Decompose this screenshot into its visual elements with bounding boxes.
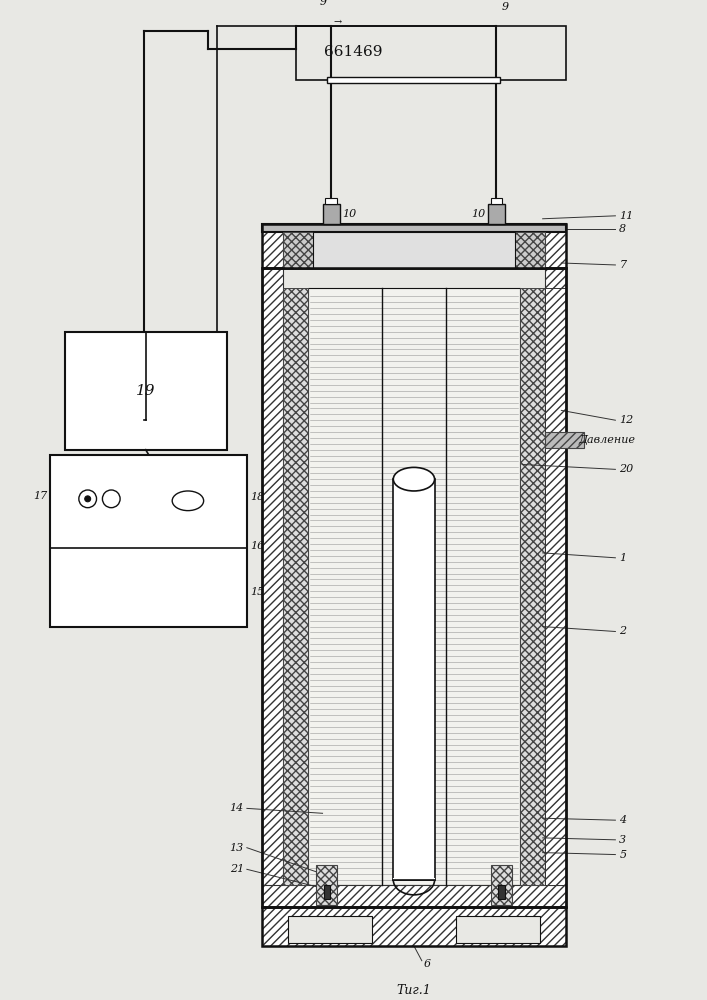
Text: 4: 4 — [619, 815, 626, 825]
Bar — [262, 907, 566, 946]
Ellipse shape — [393, 467, 435, 491]
Text: 11: 11 — [619, 211, 633, 221]
Bar — [262, 268, 284, 907]
Bar — [262, 224, 284, 268]
Bar — [491, 198, 503, 204]
Bar — [491, 865, 512, 905]
Text: 14: 14 — [230, 803, 244, 813]
Bar — [544, 224, 566, 268]
Text: 3: 3 — [619, 835, 626, 845]
Text: 10: 10 — [342, 209, 356, 219]
Text: 8: 8 — [619, 224, 626, 234]
Text: →: → — [333, 19, 341, 28]
Bar — [393, 878, 435, 880]
Bar — [284, 288, 308, 885]
Text: 1: 1 — [619, 553, 626, 563]
Text: 10: 10 — [472, 209, 486, 219]
Bar — [515, 232, 544, 268]
Text: 21: 21 — [230, 864, 244, 874]
Bar — [498, 885, 506, 899]
Text: 16: 16 — [250, 541, 264, 551]
Text: 12: 12 — [619, 415, 633, 425]
Text: Τиг.1: Τиг.1 — [397, 984, 431, 997]
Bar — [312, 232, 515, 268]
Text: 661469: 661469 — [324, 45, 382, 59]
Text: 2: 2 — [619, 626, 626, 636]
Circle shape — [79, 490, 97, 508]
Text: 13: 13 — [230, 843, 244, 853]
Text: 19: 19 — [136, 384, 156, 398]
Bar — [262, 224, 566, 232]
Bar — [262, 224, 566, 268]
Bar — [288, 916, 372, 943]
Bar — [308, 288, 520, 885]
Text: 15: 15 — [250, 587, 264, 597]
Ellipse shape — [173, 491, 204, 511]
Bar — [544, 288, 566, 885]
Text: 9: 9 — [501, 2, 508, 12]
Text: 5: 5 — [619, 850, 626, 860]
Bar — [327, 77, 501, 83]
Bar — [284, 232, 312, 268]
Circle shape — [85, 496, 90, 502]
Text: 17: 17 — [33, 491, 47, 501]
Bar — [544, 432, 584, 448]
Bar — [262, 907, 566, 946]
Bar — [393, 479, 435, 880]
Bar — [65, 332, 227, 450]
Bar — [456, 916, 539, 943]
Bar — [488, 204, 506, 224]
Circle shape — [103, 490, 120, 508]
Bar — [325, 198, 337, 204]
Text: Давление: Давление — [578, 435, 635, 445]
Bar — [322, 204, 340, 224]
Bar — [324, 885, 330, 899]
Text: 6: 6 — [423, 959, 431, 969]
Bar — [315, 865, 337, 905]
Text: 18: 18 — [250, 492, 264, 502]
Text: 20: 20 — [619, 464, 633, 474]
Bar — [520, 288, 544, 885]
Bar — [262, 885, 566, 907]
Bar — [296, 26, 566, 80]
Bar — [544, 268, 566, 907]
Text: 9: 9 — [320, 0, 327, 7]
Bar — [262, 268, 566, 907]
Bar — [50, 455, 247, 627]
Text: 7: 7 — [619, 260, 626, 270]
